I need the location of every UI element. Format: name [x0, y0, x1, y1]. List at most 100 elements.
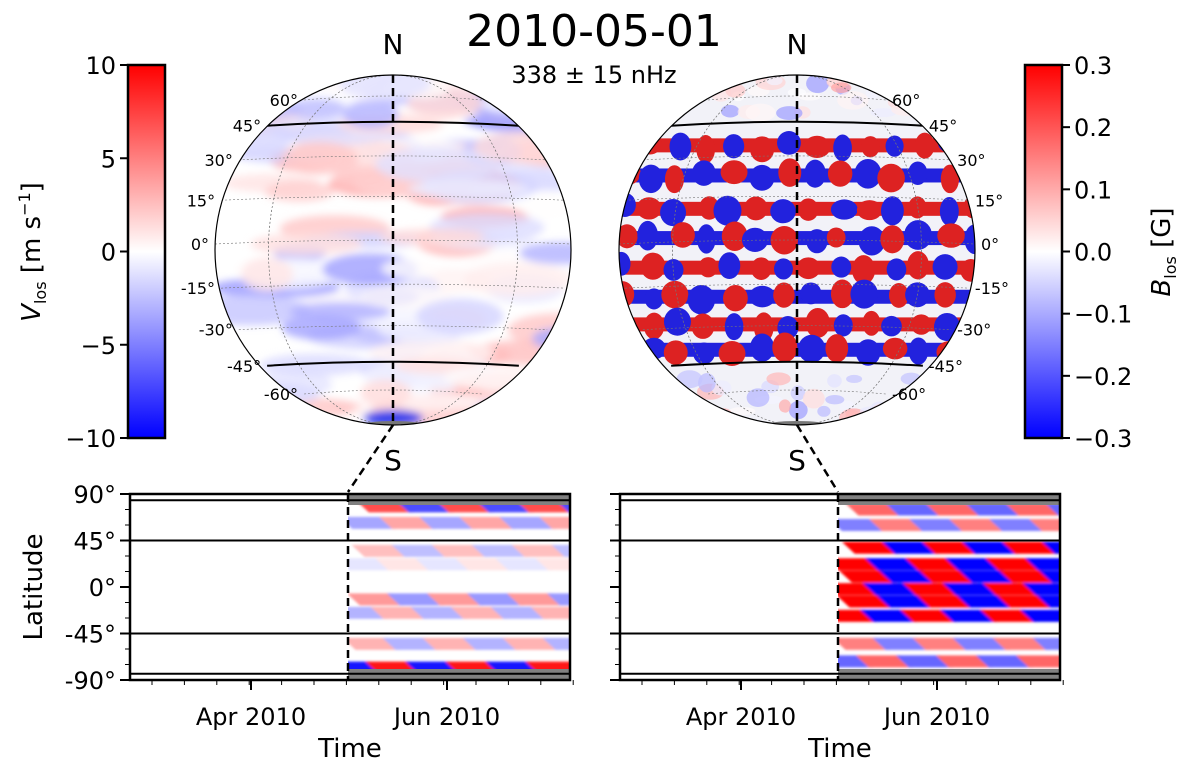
heatmap-cell [838, 655, 874, 668]
magnetic-patch [870, 108, 897, 118]
y-tick-label: 0° [89, 574, 116, 602]
magnetic-patch [721, 221, 748, 252]
velocity-patch [502, 400, 570, 425]
magnetic-patch [830, 82, 852, 93]
magnetic-patch [773, 282, 795, 308]
magnetic-patch [891, 402, 921, 420]
magnetic-patch [803, 135, 831, 158]
heatmap-cells [838, 505, 1060, 668]
magnetic-patch [748, 285, 776, 308]
heatmap-cell [485, 661, 539, 669]
magnetic-patch [660, 199, 687, 227]
y-tick-label: -90° [65, 667, 116, 695]
magnetic-patch [851, 255, 876, 285]
magnetic-patch [908, 196, 927, 219]
heatmap-cell [1039, 570, 1060, 583]
magnetic-patch [827, 160, 853, 187]
latitude-label: -15° [181, 279, 215, 298]
heatmap-cell [400, 505, 454, 513]
latitude-label: -30° [957, 321, 991, 340]
velocity-patch [407, 179, 529, 199]
heatmap-cell [1041, 541, 1060, 554]
magnetic-patch [680, 87, 698, 102]
velocity-patch [339, 75, 432, 100]
south-pole-label: S [788, 444, 806, 477]
magnetic-patch [646, 409, 675, 418]
heatmap-cell [535, 558, 570, 571]
heatmap-cell [542, 637, 570, 650]
colorbar-tick-label: −5 [81, 332, 116, 360]
heatmap [838, 505, 1060, 669]
colorbar-tick-label: −0.2 [1074, 363, 1132, 391]
magnetic-patch [778, 158, 802, 187]
magnetic-patch [871, 403, 894, 420]
magnetic-patch [922, 410, 946, 425]
magnetic-patch [750, 333, 775, 362]
heatmap-cell [551, 544, 570, 557]
magnetic-patch [685, 87, 702, 103]
latitude-gridline [619, 239, 975, 245]
velocity-patch [264, 181, 335, 202]
magnetic-patch [910, 314, 932, 335]
magnetic-patch [892, 409, 919, 425]
x-tick-label: Apr 2010 [686, 703, 796, 731]
magnetic-patch [855, 339, 881, 366]
velocity-patch [381, 258, 440, 279]
magnetic-patch [698, 257, 718, 278]
magnetic-patch [636, 197, 662, 220]
heatmap-cell [360, 505, 414, 513]
magnetic-patch [770, 199, 796, 224]
velocity-patch [260, 353, 371, 376]
y-tick-label: 45° [73, 528, 116, 556]
colorbar-tick-label: 0.2 [1074, 114, 1112, 142]
magnetic-patch [619, 224, 638, 249]
x-tick-label: Jun 2010 [882, 703, 990, 731]
magnetic-patch [908, 161, 928, 185]
magnetic-globe: 60° 45°30° 15° 0° -15° -30° -45°-60° N S [618, 28, 1009, 477]
latitude-label: 60° [270, 91, 298, 110]
longitude-gridline [268, 75, 518, 425]
magnetic-patch [885, 135, 904, 157]
heatmap-cell [520, 505, 570, 513]
magnetic-patch [688, 77, 702, 94]
magnetic-patch [939, 196, 959, 226]
velocity-patch [395, 392, 482, 411]
heatmap-cell [967, 505, 1024, 516]
heatmap-cell [1047, 505, 1060, 516]
velocity-patch [250, 233, 363, 256]
magnetic-patch [837, 91, 869, 110]
south-pole-label: S [384, 444, 402, 477]
magnetic-patch [831, 256, 852, 278]
magnetic-patch [644, 288, 664, 310]
velocity-patch [375, 146, 500, 183]
magnetic-patch [950, 409, 967, 425]
magnetic-patch [676, 370, 703, 389]
magnetic-patch [673, 402, 701, 414]
heatmap-cell [1020, 609, 1060, 622]
heatmap-cell [539, 516, 570, 529]
magnetic-patch [619, 315, 631, 336]
colorbar-tick-label: −0.3 [1074, 425, 1132, 453]
colorbar-tick-label: −10 [65, 425, 116, 453]
frequency-subtitle: 338 ± 15 nHz [511, 61, 676, 89]
magnetic-patch [796, 257, 821, 280]
magnetic-patch [619, 134, 639, 164]
magnetic-colorbar: 0.3 0.2 0.1 0.0 −0.1 −0.2 −0.3 Blos [G] [1023, 52, 1180, 453]
latitude-label: -45° [227, 357, 261, 376]
magnetic-patch [877, 163, 905, 193]
magnetic-patch [664, 165, 684, 194]
magnetic-time-latitude-panel: Apr 2010 Jun 2010 [610, 492, 1064, 731]
magnetic-patch [862, 310, 881, 336]
magnetic-patch [630, 91, 645, 101]
velocity-patch [333, 165, 388, 187]
heatmap-cells [348, 505, 570, 669]
latitude-label: -15° [975, 279, 1009, 298]
velocity-patch [473, 130, 571, 164]
velocity-patch [215, 405, 254, 425]
latitude-gridline [238, 325, 548, 330]
magnetic-patch [833, 134, 852, 162]
magnetic-patch [625, 409, 643, 425]
velocity-patch [360, 285, 452, 310]
magnetic-patch [728, 407, 756, 416]
